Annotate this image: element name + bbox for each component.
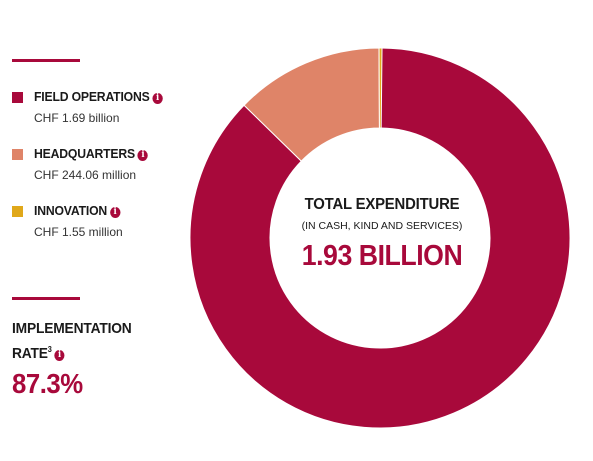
legend-title: FIELD OPERATIONS i: [34, 89, 163, 104]
legend-swatch: [12, 206, 23, 217]
legend-value: CHF 1.69 billion: [34, 111, 120, 125]
legend-title: INNOVATION i: [34, 203, 121, 218]
implementation-label-line1: IMPLEMENTATION: [12, 320, 132, 337]
implementation-rate-label: IMPLEMENTATION RATE3i: [12, 318, 168, 364]
info-icon[interactable]: i: [152, 93, 163, 104]
legend-swatch: [12, 149, 23, 160]
section-divider: [12, 297, 80, 300]
implementation-rate: IMPLEMENTATION RATE3i 87.3%: [12, 318, 182, 400]
legend-item-headquarters: HEADQUARTERS i CHF 244.06 million: [12, 143, 187, 200]
info-icon[interactable]: i: [137, 150, 149, 161]
center-title: TOTAL EXPENDITURE: [304, 196, 460, 213]
legend-title: HEADQUARTERS i: [34, 146, 149, 161]
implementation-label-line2: RATE3i: [12, 339, 168, 364]
legend-item-innovation: INNOVATION i CHF 1.55 million: [12, 200, 187, 257]
info-icon[interactable]: i: [54, 350, 65, 361]
top-divider: [12, 59, 80, 62]
legend-value: CHF 1.55 million: [34, 225, 123, 239]
legend-item-field-operations: FIELD OPERATIONS i CHF 1.69 billion: [12, 86, 187, 143]
donut-center-label: TOTAL EXPENDITURE (IN CASH, KIND AND SER…: [262, 196, 502, 273]
center-subtitle: (IN CASH, KIND AND SERVICES): [301, 220, 463, 232]
donut-slice-field-operations: [189, 47, 571, 429]
donut-slice-innovation: [378, 47, 383, 129]
legend-value: CHF 244.06 million: [34, 168, 137, 182]
implementation-rate-value: 87.3%: [12, 368, 83, 399]
footnote-marker: 3: [47, 345, 52, 354]
center-total-value: 1.93 BILLION: [301, 240, 463, 272]
legend: FIELD OPERATIONS i CHF 1.69 billion HEADQ…: [12, 86, 187, 257]
legend-swatch: [12, 92, 23, 103]
info-icon[interactable]: i: [109, 207, 121, 218]
